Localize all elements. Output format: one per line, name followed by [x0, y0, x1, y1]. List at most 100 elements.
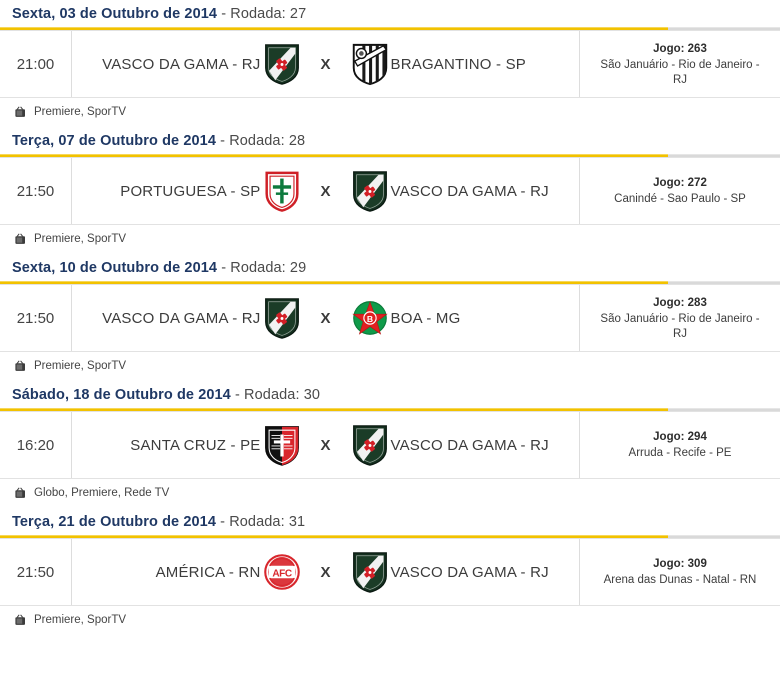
broadcast-line: Globo, Premiere, Rede TV [0, 479, 780, 508]
tv-icon [14, 487, 27, 499]
vasco-crest [261, 295, 303, 341]
day-separator: - [216, 514, 230, 530]
match-row[interactable]: 16:20 SANTA CRUZ - PE X VASCO DA GAMA - RJ J… [0, 411, 780, 479]
day-round: Rodada: 29 [230, 260, 307, 276]
broadcast-line: Premiere, SporTV [0, 606, 780, 635]
day-separator: - [217, 6, 231, 22]
venue: Arena das Dunas - Natal - RN [603, 574, 757, 586]
day-date: Terça, 21 de Outubro de 2014 [12, 514, 216, 530]
game-number: Jogo: 309 [653, 558, 707, 570]
day-header-underline [0, 154, 780, 157]
away-team-name: BRAGANTINO - SP [390, 55, 527, 73]
portuguesa-crest [261, 168, 303, 214]
home-team[interactable]: VASCO DA GAMA - RJ [76, 41, 309, 87]
broadcast-channels: Premiere, SporTV [34, 233, 127, 245]
away-team[interactable]: BOA - MG [343, 295, 576, 341]
versus-label: X [320, 563, 331, 581]
day-date: Sexta, 10 de Outubro de 2014 [12, 260, 218, 276]
day-block: Sexta, 03 de Outubro de 2014 - Rodada: 2… [0, 0, 780, 127]
day-header: Terça, 21 de Outubro de 2014 - Rodada: 3… [0, 508, 780, 535]
broadcast-channels: Premiere, SporTV [34, 614, 127, 626]
venue: São Januário - Rio de Janeiro - RJ [600, 312, 760, 340]
day-round: Rodada: 31 [229, 514, 306, 530]
versus-label: X [320, 436, 331, 454]
day-header: Sexta, 03 de Outubro de 2014 - Rodada: 2… [0, 0, 780, 27]
match-info-cell: Jogo: 294 Arruda - Recife - PE [580, 412, 780, 478]
away-team[interactable]: VASCO DA GAMA - RJ [343, 168, 576, 214]
day-header-underline [0, 408, 780, 411]
day-round: Rodada: 28 [229, 133, 306, 149]
vasco-crest [261, 41, 303, 87]
match-row[interactable]: 21:50 VASCO DA GAMA - RJ X BOA - MG Jogo: 28… [0, 284, 780, 352]
home-team-name: PORTUGUESA - SP [120, 182, 261, 200]
day-header-underline [0, 27, 780, 30]
day-header: Terça, 07 de Outubro de 2014 - Rodada: 2… [0, 127, 780, 154]
away-team-name: VASCO DA GAMA - RJ [390, 182, 549, 200]
match-info-cell: Jogo: 263 São Januário - Rio de Janeiro -… [580, 31, 780, 97]
match-time: 21:50 [16, 182, 55, 200]
home-team[interactable]: SANTA CRUZ - PE [76, 422, 309, 468]
day-block: Terça, 21 de Outubro de 2014 - Rodada: 3… [0, 508, 780, 635]
match-info-cell: Jogo: 309 Arena das Dunas - Natal - RN [580, 539, 780, 605]
day-block: Sábado, 18 de Outubro de 2014 - Rodada: … [0, 381, 780, 508]
home-team-name: VASCO DA GAMA - RJ [102, 309, 261, 327]
home-team[interactable]: AMÉRICA - RN [76, 549, 309, 595]
match-time-cell: 21:50 [0, 285, 72, 351]
vasco-crest [349, 168, 391, 214]
match-time-cell: 21:50 [0, 158, 72, 224]
tv-icon [14, 360, 27, 372]
day-header-underline [0, 281, 780, 284]
day-header: Sábado, 18 de Outubro de 2014 - Rodada: … [0, 381, 780, 408]
match-time: 21:50 [16, 309, 55, 327]
day-date: Sexta, 03 de Outubro de 2014 [12, 6, 218, 22]
venue: Canindé - Sao Paulo - SP [614, 193, 746, 205]
match-info-cell: Jogo: 272 Canindé - Sao Paulo - SP [580, 158, 780, 224]
match-row[interactable]: 21:00 VASCO DA GAMA - RJ X BRAGANTINO - SP J… [0, 30, 780, 98]
tv-icon [14, 614, 27, 626]
tv-icon [14, 106, 27, 118]
boa-crest [349, 295, 391, 341]
day-date: Sábado, 18 de Outubro de 2014 [12, 387, 231, 403]
day-round: Rodada: 27 [230, 6, 307, 22]
away-team-name: VASCO DA GAMA - RJ [390, 436, 549, 454]
away-team-name: VASCO DA GAMA - RJ [390, 563, 549, 581]
match-info-cell: Jogo: 283 São Januário - Rio de Janeiro -… [580, 285, 780, 351]
venue: São Januário - Rio de Janeiro - RJ [600, 58, 760, 86]
match-row[interactable]: 21:50 PORTUGUESA - SP X VASCO DA GAMA - RJ J… [0, 157, 780, 225]
day-separator: - [230, 387, 245, 403]
home-team[interactable]: VASCO DA GAMA - RJ [76, 295, 309, 341]
match-teams-cell: VASCO DA GAMA - RJ X BRAGANTINO - SP [72, 31, 580, 97]
home-team[interactable]: PORTUGUESA - SP [76, 168, 309, 214]
match-row[interactable]: 21:50 AMÉRICA - RN X VASCO DA GAMA - RJ Jogo… [0, 538, 780, 606]
america-crest [261, 549, 303, 595]
game-number: Jogo: 294 [653, 431, 707, 443]
broadcast-line: Premiere, SporTV [0, 98, 780, 127]
match-time-cell: 21:50 [0, 539, 72, 605]
vasco-crest [349, 422, 391, 468]
match-schedule-list: Sexta, 03 de Outubro de 2014 - Rodada: 2… [0, 0, 780, 635]
match-teams-cell: SANTA CRUZ - PE X VASCO DA GAMA - RJ [72, 412, 580, 478]
game-number: Jogo: 283 [653, 296, 707, 309]
versus-label: X [320, 55, 331, 73]
away-team[interactable]: VASCO DA GAMA - RJ [343, 422, 576, 468]
versus-label: X [320, 309, 331, 327]
day-round: Rodada: 30 [244, 387, 321, 403]
game-number: Jogo: 272 [653, 177, 707, 189]
away-team[interactable]: BRAGANTINO - SP [343, 41, 576, 87]
match-teams-cell: VASCO DA GAMA - RJ X BOA - MG [72, 285, 580, 351]
match-time: 16:20 [16, 436, 55, 454]
match-teams-cell: PORTUGUESA - SP X VASCO DA GAMA - RJ [72, 158, 580, 224]
day-block: Sexta, 10 de Outubro de 2014 - Rodada: 2… [0, 254, 780, 381]
versus-label: X [320, 182, 331, 200]
match-time: 21:00 [16, 55, 55, 73]
broadcast-line: Premiere, SporTV [0, 225, 780, 254]
day-header-underline [0, 535, 780, 538]
day-separator: - [216, 133, 230, 149]
vasco-crest [349, 549, 391, 595]
home-team-name: SANTA CRUZ - PE [130, 436, 261, 454]
bragantino-crest [349, 41, 391, 87]
away-team[interactable]: VASCO DA GAMA - RJ [343, 549, 576, 595]
day-date: Terça, 07 de Outubro de 2014 [12, 133, 216, 149]
broadcast-channels: Premiere, SporTV [34, 106, 127, 118]
day-separator: - [217, 260, 231, 276]
